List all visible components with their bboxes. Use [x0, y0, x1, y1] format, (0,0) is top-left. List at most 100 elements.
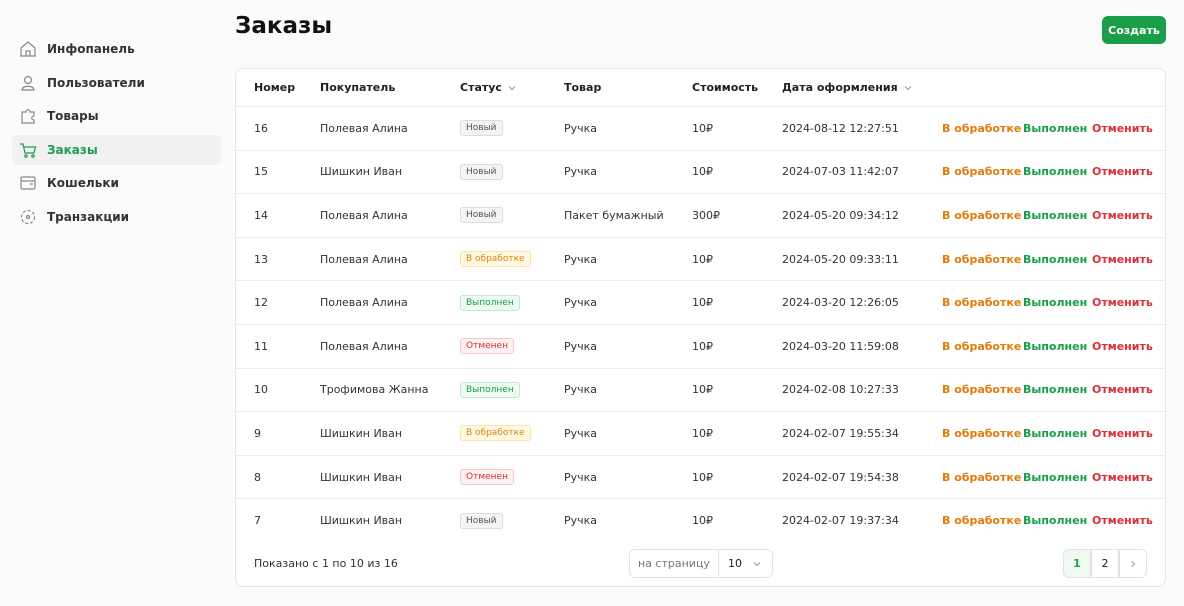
sort-icon[interactable] [903, 83, 913, 93]
action-cell: Выполнен [1023, 107, 1087, 150]
table-cell: Шишкин Иван [320, 412, 402, 455]
cell-text: Шишкин Иван [320, 470, 403, 484]
action-cell: Выполнен [1023, 325, 1087, 368]
table-cell: Ручка [564, 412, 597, 455]
nav-label: Кошельки [47, 176, 119, 191]
column-header[interactable]: Дата оформления [782, 69, 913, 106]
table-cell: 10₽ [692, 151, 713, 194]
cell-text: 10₽ [692, 470, 713, 484]
nav-item[interactable]: Заказы [12, 134, 221, 165]
action-link[interactable]: Отменить [1092, 383, 1153, 397]
action-link[interactable]: Отменить [1092, 426, 1153, 440]
table-cell: 10₽ [692, 499, 713, 542]
action-link[interactable]: Отменить [1092, 165, 1153, 179]
nav-item[interactable]: Инфопанель [12, 34, 221, 64]
per-page-select[interactable]: на страницу 10 [629, 549, 773, 578]
page-button[interactable]: 2 [1091, 549, 1119, 578]
action-link[interactable]: В обработке [942, 383, 1022, 397]
column-label: Номер [254, 81, 296, 94]
nav-item[interactable]: Транзакции [12, 202, 221, 232]
action-link[interactable]: В обработке [942, 514, 1022, 528]
action-link[interactable]: В обработке [942, 426, 1022, 440]
nav-item[interactable]: Пользователи [12, 68, 221, 98]
column-label: Покупатель [320, 81, 396, 94]
table-cell: Полевая Алина [320, 194, 408, 237]
action-cell: Отменить [1092, 369, 1153, 412]
table-cell: Трофимова Жанна [320, 369, 428, 412]
action-link[interactable]: В обработке [942, 121, 1022, 135]
action-link[interactable]: Выполнен [1023, 426, 1088, 440]
table-cell: Ручка [564, 369, 597, 412]
status-badge: Отменен [460, 469, 514, 486]
page-button[interactable]: 1 [1063, 549, 1091, 578]
table-cell: Отменен [460, 456, 514, 499]
table-cell: 10₽ [692, 238, 713, 281]
action-link[interactable]: Выполнен [1023, 514, 1088, 528]
action-link[interactable]: В обработке [942, 165, 1022, 179]
column-label: Стоимость [692, 81, 759, 94]
cell-text: 2024-03-20 12:26:05 [782, 296, 899, 310]
status-badge: Новый [460, 120, 503, 137]
cell-text: 2024-07-03 11:42:07 [782, 165, 899, 179]
column-header[interactable]: Статус [460, 69, 517, 106]
sort-icon[interactable] [752, 559, 762, 569]
action-link[interactable]: Отменить [1092, 339, 1153, 353]
nav-item[interactable]: Кошельки [12, 168, 221, 198]
table-cell: Полевая Алина [320, 107, 408, 150]
create-button[interactable]: Создать [1102, 16, 1166, 44]
table-cell: 15 [254, 151, 268, 194]
cell-text: 2024-05-20 09:33:11 [782, 252, 899, 266]
action-cell: В обработке [942, 194, 1021, 237]
action-link[interactable]: Выполнен [1023, 208, 1088, 222]
action-link[interactable]: Отменить [1092, 208, 1153, 222]
action-link[interactable]: Выполнен [1023, 383, 1088, 397]
action-link[interactable]: Выполнен [1023, 252, 1088, 266]
sort-icon[interactable] [507, 83, 517, 93]
table-cell: Выполнен [460, 369, 520, 412]
status-badge: Новый [460, 512, 503, 529]
action-cell: Отменить [1092, 281, 1153, 324]
action-link[interactable]: Выполнен [1023, 121, 1088, 135]
nav-label: Пользователи [47, 75, 145, 90]
action-link[interactable]: Отменить [1092, 296, 1153, 310]
next-page-button[interactable] [1119, 549, 1147, 578]
cell-text: 10 [254, 383, 268, 397]
action-link[interactable]: Отменить [1092, 121, 1153, 135]
cell-text: 8 [254, 470, 261, 484]
table-cell: 9 [254, 412, 261, 455]
table-cell: 14 [254, 194, 268, 237]
nav-label: Товары [47, 109, 99, 124]
status-badge: Новый [460, 207, 503, 224]
action-link[interactable]: Выполнен [1023, 339, 1088, 353]
action-cell: В обработке [942, 412, 1021, 455]
action-link[interactable]: Выполнен [1023, 470, 1088, 484]
action-link[interactable]: Выполнен [1023, 165, 1088, 179]
cell-text: Полевая Алина [320, 208, 408, 222]
table-row: 14 Полевая Алина Новый Пакет бумажный 300₽ 20… [236, 193, 1165, 237]
cell-text: 12 [254, 296, 268, 310]
action-link[interactable]: В обработке [942, 296, 1022, 310]
action-link[interactable]: Выполнен [1023, 296, 1088, 310]
action-link[interactable]: Отменить [1092, 252, 1153, 266]
cell-text: 16 [254, 121, 268, 135]
action-link[interactable]: В обработке [942, 339, 1022, 353]
cell-text: 10₽ [692, 296, 713, 310]
table-cell: 10₽ [692, 107, 713, 150]
action-link[interactable]: В обработке [942, 252, 1022, 266]
action-link[interactable]: В обработке [942, 208, 1022, 222]
action-link[interactable]: Отменить [1092, 470, 1153, 484]
cell-text: 10₽ [692, 426, 713, 440]
cell-text: Шишкин Иван [320, 514, 403, 528]
table-cell: Ручка [564, 325, 597, 368]
table-cell: 2024-05-20 09:34:12 [782, 194, 899, 237]
table-cell: 300₽ [692, 194, 720, 237]
action-link[interactable]: В обработке [942, 470, 1022, 484]
nav-item[interactable]: Товары [12, 101, 221, 131]
table-cell: Ручка [564, 151, 597, 194]
nav-label: Инфопанель [47, 42, 135, 56]
action-cell: Выполнен [1023, 281, 1087, 324]
table-cell: 10₽ [692, 369, 713, 412]
action-link[interactable]: Отменить [1092, 514, 1153, 528]
table-cell: Новый [460, 499, 503, 542]
